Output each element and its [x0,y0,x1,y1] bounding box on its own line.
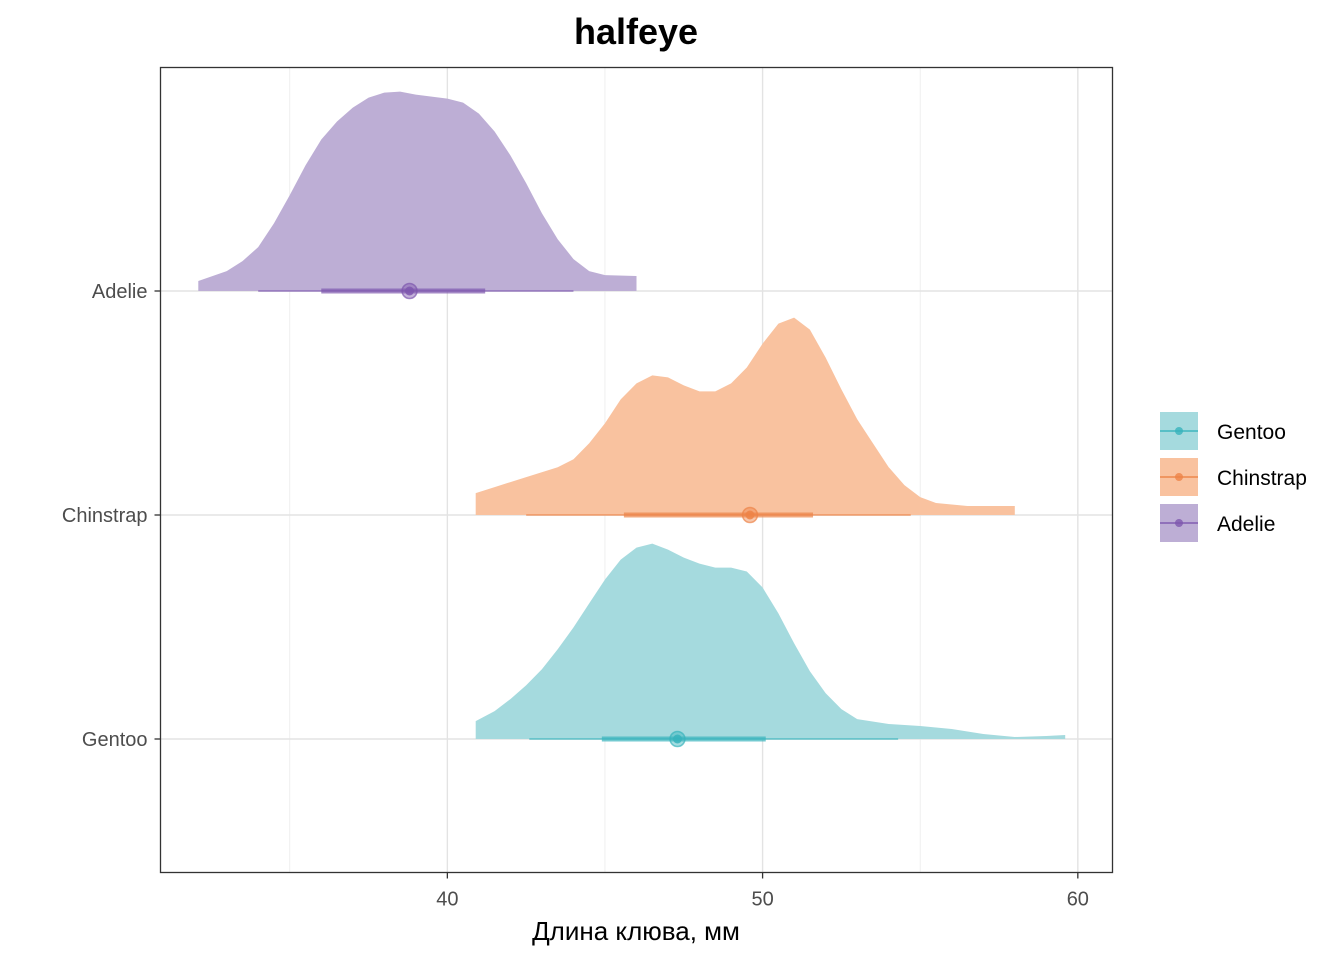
x-tick-label: 50 [751,889,773,911]
legend-label-chinstrap: Chinstrap [1217,467,1307,490]
axes: 40 50 60 Adelie Chinstrap Gentoo [62,281,1089,911]
legend-label-adelie: Adelie [1217,513,1275,536]
density-slab-adelie [198,91,637,291]
legend: Gentoo Chinstrap Adelie [1160,412,1307,542]
legend-key-point-adelie [1175,519,1183,527]
density-slabs [198,91,1066,739]
x-tick-label: 60 [1067,889,1089,911]
y-tick-label: Gentoo [82,729,148,751]
density-slab-gentoo [475,543,1066,739]
y-tick-label: Chinstrap [62,505,148,527]
chart-title: halfeye [574,11,698,52]
y-tick-label: Adelie [92,281,148,303]
point-estimate-center-adelie [405,286,415,296]
legend-key-point-chinstrap [1175,473,1183,481]
legend-key-point-gentoo [1175,427,1183,435]
plot-panel-border [159,66,1114,874]
x-axis-label: Длина клюва, мм [532,916,740,946]
interval-lines [258,282,911,748]
density-slab-chinstrap [475,317,1015,515]
point-estimate-center-chinstrap [745,510,755,520]
point-estimate-center-gentoo [672,734,682,744]
legend-label-gentoo: Gentoo [1217,421,1286,444]
x-tick-label: 40 [436,889,458,911]
